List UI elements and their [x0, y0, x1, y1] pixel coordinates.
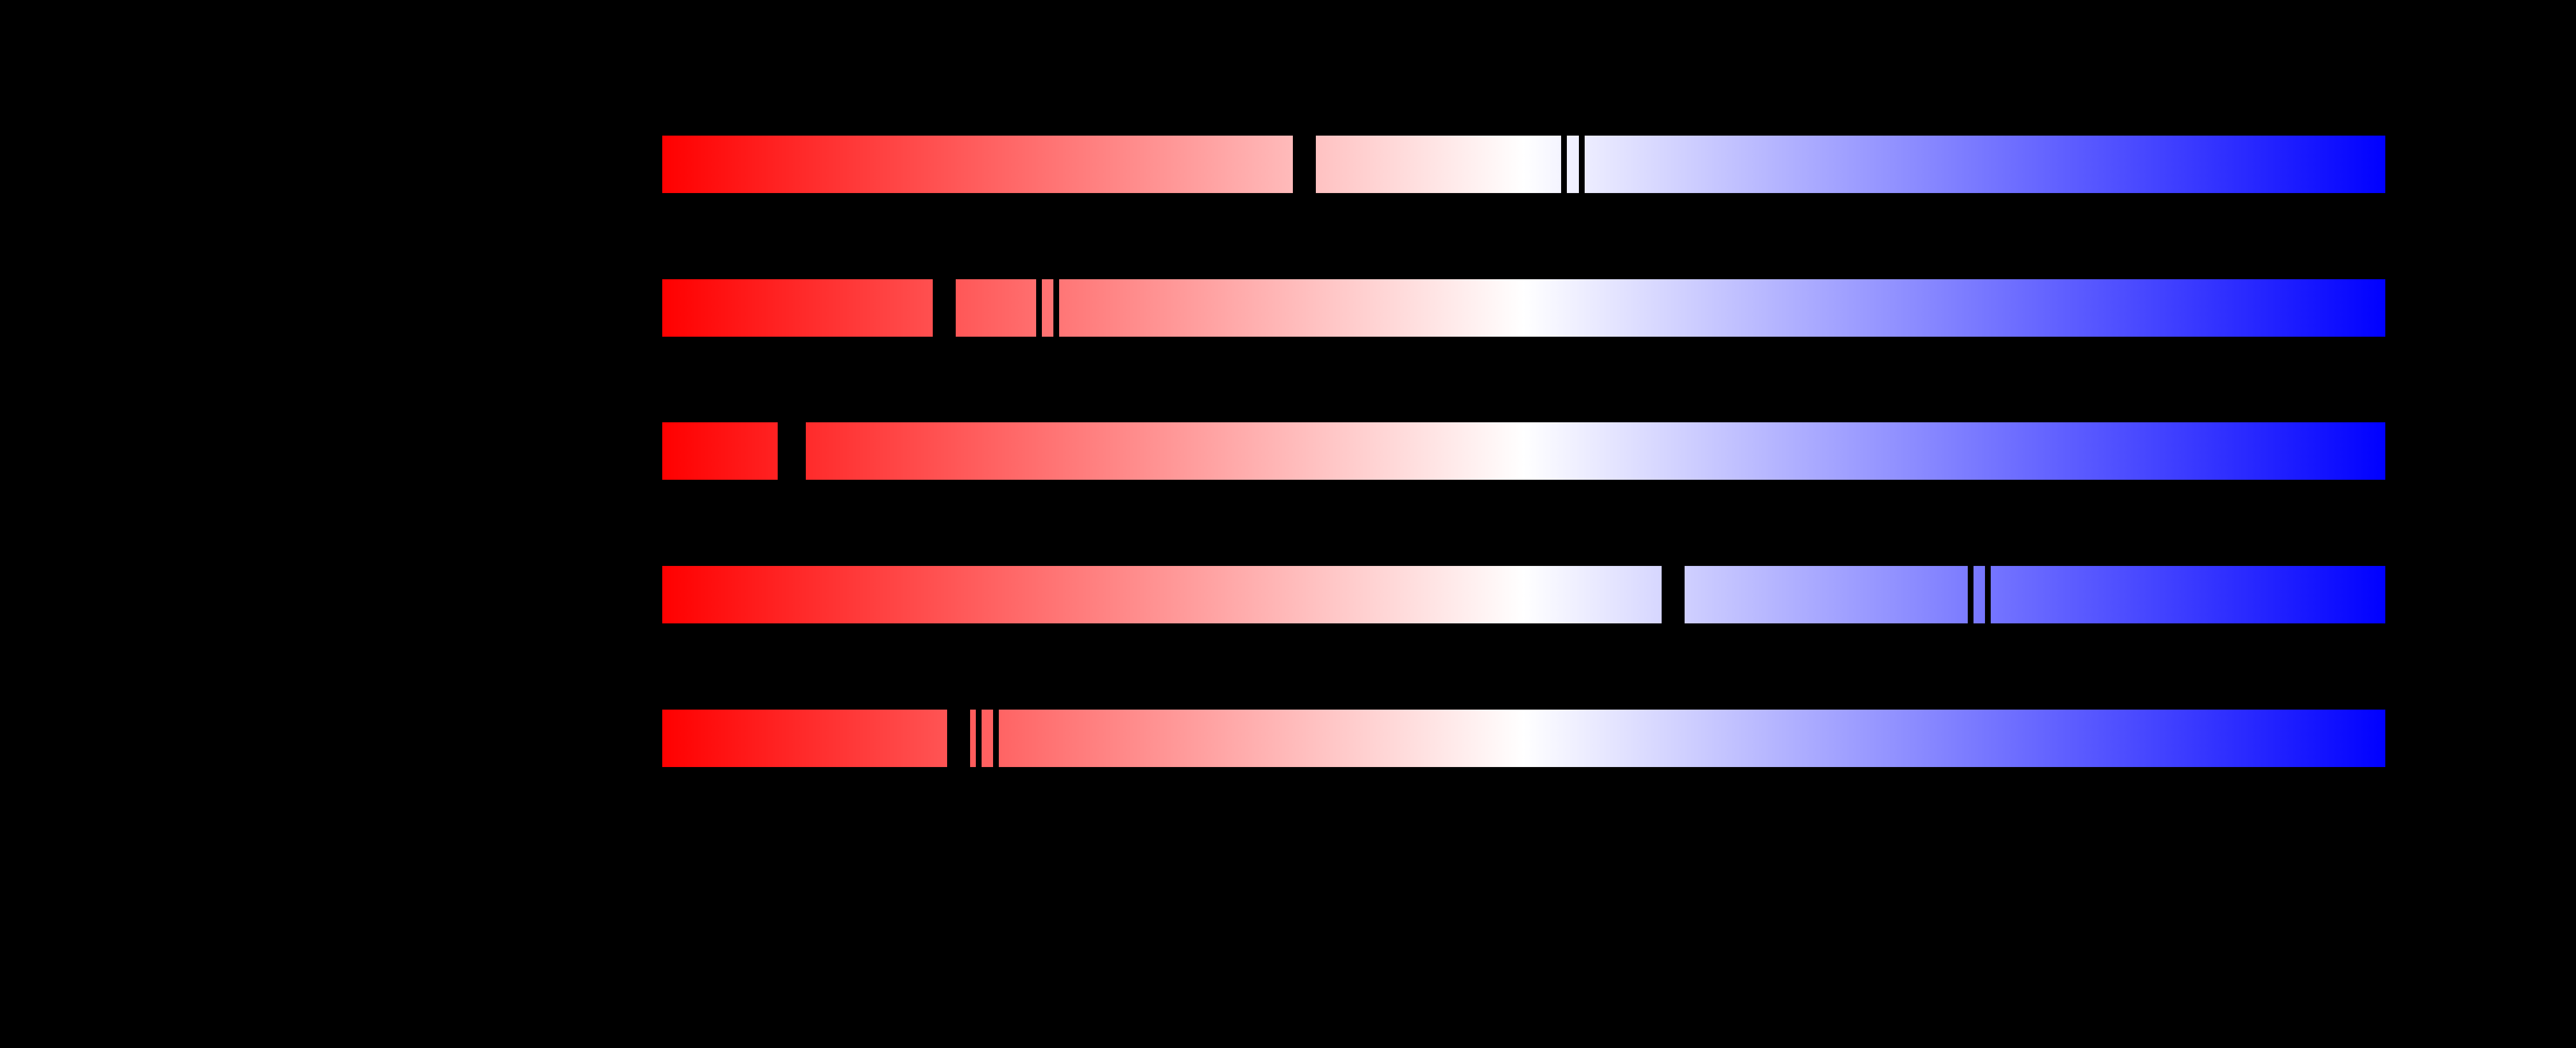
marker-line-thin	[1578, 136, 1585, 193]
marker-line-thick	[1662, 566, 1685, 623]
marker-line-thin	[1984, 566, 1991, 623]
marker-line-thin	[800, 422, 806, 480]
marker-line-thin	[795, 422, 801, 480]
marker-line-thin	[976, 710, 982, 767]
marker-line-thin	[1036, 279, 1042, 337]
marker-line-thin	[1053, 279, 1060, 337]
gradient-bar-row-1	[662, 136, 2385, 193]
marker-line-thick	[947, 710, 970, 767]
marker-line-thick	[933, 279, 956, 337]
marker-line-thin	[1561, 136, 1567, 193]
gradient-bar-row-3	[662, 422, 2385, 480]
marker-line-thin	[993, 710, 999, 767]
gradient-bar-row-5	[662, 710, 2385, 767]
marker-line-thick	[1293, 136, 1316, 193]
marker-line-thin	[1967, 566, 1973, 623]
gradient-bar-row-2	[662, 279, 2385, 337]
gradient-bar-row-4	[662, 566, 2385, 623]
